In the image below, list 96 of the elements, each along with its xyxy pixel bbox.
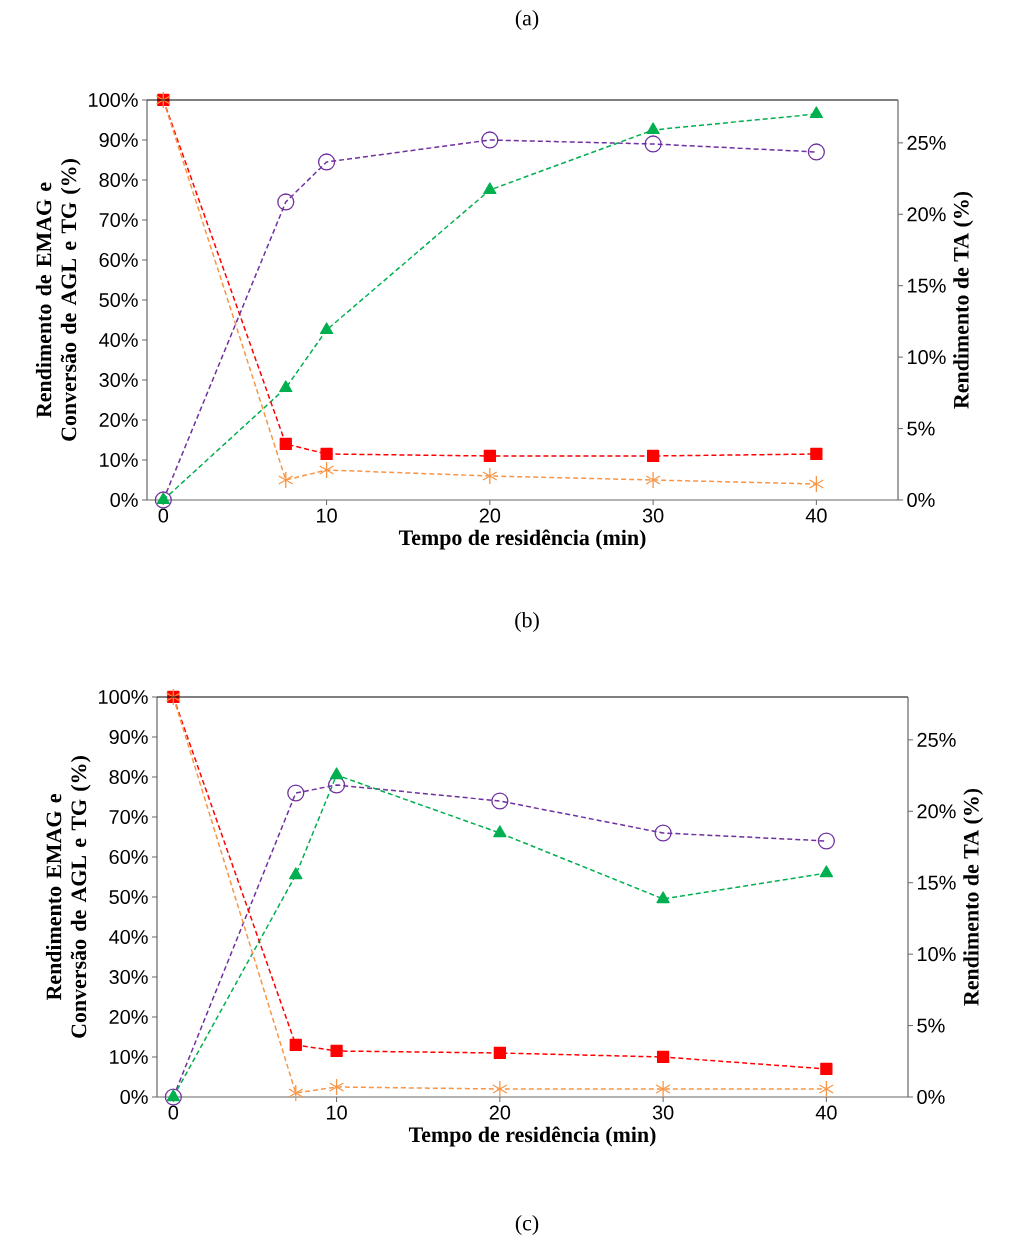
point — [655, 1080, 671, 1098]
y-tick-label: 80% — [109, 769, 148, 785]
point — [646, 122, 660, 135]
point — [166, 1089, 181, 1102]
point — [156, 492, 171, 505]
point — [817, 832, 835, 850]
point — [818, 1080, 834, 1098]
point — [491, 792, 509, 810]
y2-tick-label: 10% — [908, 350, 946, 365]
point — [492, 1080, 508, 1098]
y-tick-label: 90% — [109, 729, 148, 745]
point — [154, 491, 172, 509]
x-tick-label: 40 — [805, 508, 827, 523]
y2-tick-label: 15% — [908, 278, 946, 293]
y-tick-label: 0% — [110, 492, 138, 508]
point — [656, 891, 670, 904]
x-axis-title: Tempo de residência (min) — [398, 529, 646, 550]
x-tick-label: 0 — [158, 508, 169, 523]
point — [810, 447, 823, 461]
point — [819, 865, 834, 878]
y2-tick-label: 15% — [918, 875, 956, 890]
y-tick-label: 30% — [109, 969, 148, 985]
point — [808, 475, 824, 493]
point — [481, 131, 499, 149]
y-tick-label: 0% — [120, 1089, 148, 1105]
y2-tick-label: 25% — [907, 135, 946, 150]
point — [278, 471, 294, 489]
chart-title: (a) — [515, 10, 539, 30]
point — [289, 867, 303, 880]
x-axis-title: Tempo de residência (min) — [408, 1126, 656, 1147]
y-tick-label: 40% — [109, 929, 148, 945]
point — [654, 824, 672, 842]
x-tick-label: 10 — [317, 508, 337, 523]
point — [289, 1038, 302, 1052]
text: (c) — [515, 1215, 539, 1235]
y-tick-label: 40% — [99, 332, 138, 348]
y2-tick-label: 10% — [918, 947, 956, 962]
y-tick-label: 30% — [99, 372, 138, 388]
point — [329, 1078, 345, 1096]
y2-tick-label: 20% — [917, 804, 956, 819]
y2-tick-label: 25% — [917, 732, 956, 747]
x-tick-label: 0 — [168, 1105, 179, 1120]
y-tick-label: 70% — [109, 809, 148, 825]
point — [279, 437, 292, 451]
y-tick-label: 60% — [99, 252, 138, 268]
point — [319, 461, 335, 479]
y2-tick-label: 5% — [917, 1018, 945, 1033]
point — [288, 1084, 304, 1102]
x-tick-label: 20 — [489, 1105, 511, 1120]
y-tick-label: 50% — [109, 889, 148, 905]
point — [820, 1062, 833, 1076]
x-tick-label: 20 — [479, 508, 501, 523]
point — [320, 447, 333, 461]
y-tick-label: 90% — [99, 132, 138, 148]
x-tick-label: 10 — [327, 1105, 347, 1120]
y-tick-label: 20% — [109, 1009, 148, 1025]
point — [330, 1044, 343, 1058]
point — [493, 1046, 506, 1060]
y-tick-label: 100% — [89, 92, 138, 108]
point — [279, 380, 293, 393]
y-tick-label: 10% — [110, 1049, 148, 1065]
x-tick-label: 40 — [815, 1105, 837, 1120]
point — [329, 767, 344, 780]
y-tick-label: 70% — [99, 212, 138, 228]
point — [483, 182, 497, 195]
point — [644, 135, 662, 153]
point — [319, 322, 334, 335]
point — [656, 1050, 670, 1064]
x-tick-label: 30 — [642, 508, 664, 523]
y2-tick-label: 0% — [907, 492, 935, 508]
point — [809, 106, 824, 119]
y-tick-label: 50% — [99, 292, 138, 308]
y-tick-label: 20% — [99, 412, 138, 428]
y2-tick-label: 20% — [907, 207, 946, 222]
y-tick-label: 10% — [100, 452, 138, 468]
y-tick-label: 80% — [99, 172, 138, 188]
point — [483, 449, 496, 463]
y2-tick-label: 5% — [907, 421, 935, 436]
y2-tick-label: 0% — [917, 1089, 945, 1105]
point — [287, 784, 305, 802]
point — [645, 471, 661, 489]
point — [493, 825, 507, 838]
point — [164, 1088, 182, 1106]
point — [482, 467, 498, 485]
y-axis-title: Rendimento EMAG e Conversão de AGL e TG (%) — [45, 756, 91, 1038]
point — [277, 193, 295, 211]
point — [317, 153, 336, 171]
x-tick-label: 30 — [652, 1105, 674, 1120]
y-tick-label: 100% — [99, 689, 148, 705]
y-axis-title: Rendimento de EMAG e Conversão de AGL e TG (%) — [35, 159, 81, 441]
point — [646, 449, 660, 463]
y2-axis-title: Rendimento de TA (%) — [963, 788, 984, 1006]
point — [807, 143, 825, 161]
y-tick-label: 60% — [109, 849, 148, 865]
y2-axis-title: Rendimento de TA (%) — [953, 191, 974, 409]
text: (b) — [515, 612, 539, 632]
